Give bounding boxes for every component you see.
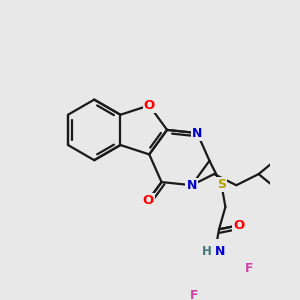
Text: N: N	[192, 127, 202, 140]
Text: H: H	[202, 245, 212, 258]
Text: F: F	[190, 289, 198, 300]
Text: O: O	[144, 99, 155, 112]
Text: O: O	[143, 194, 154, 207]
Text: F: F	[244, 262, 253, 275]
Text: N: N	[187, 179, 197, 192]
Text: S: S	[217, 178, 226, 191]
Text: O: O	[233, 219, 244, 232]
Text: N: N	[214, 245, 225, 258]
